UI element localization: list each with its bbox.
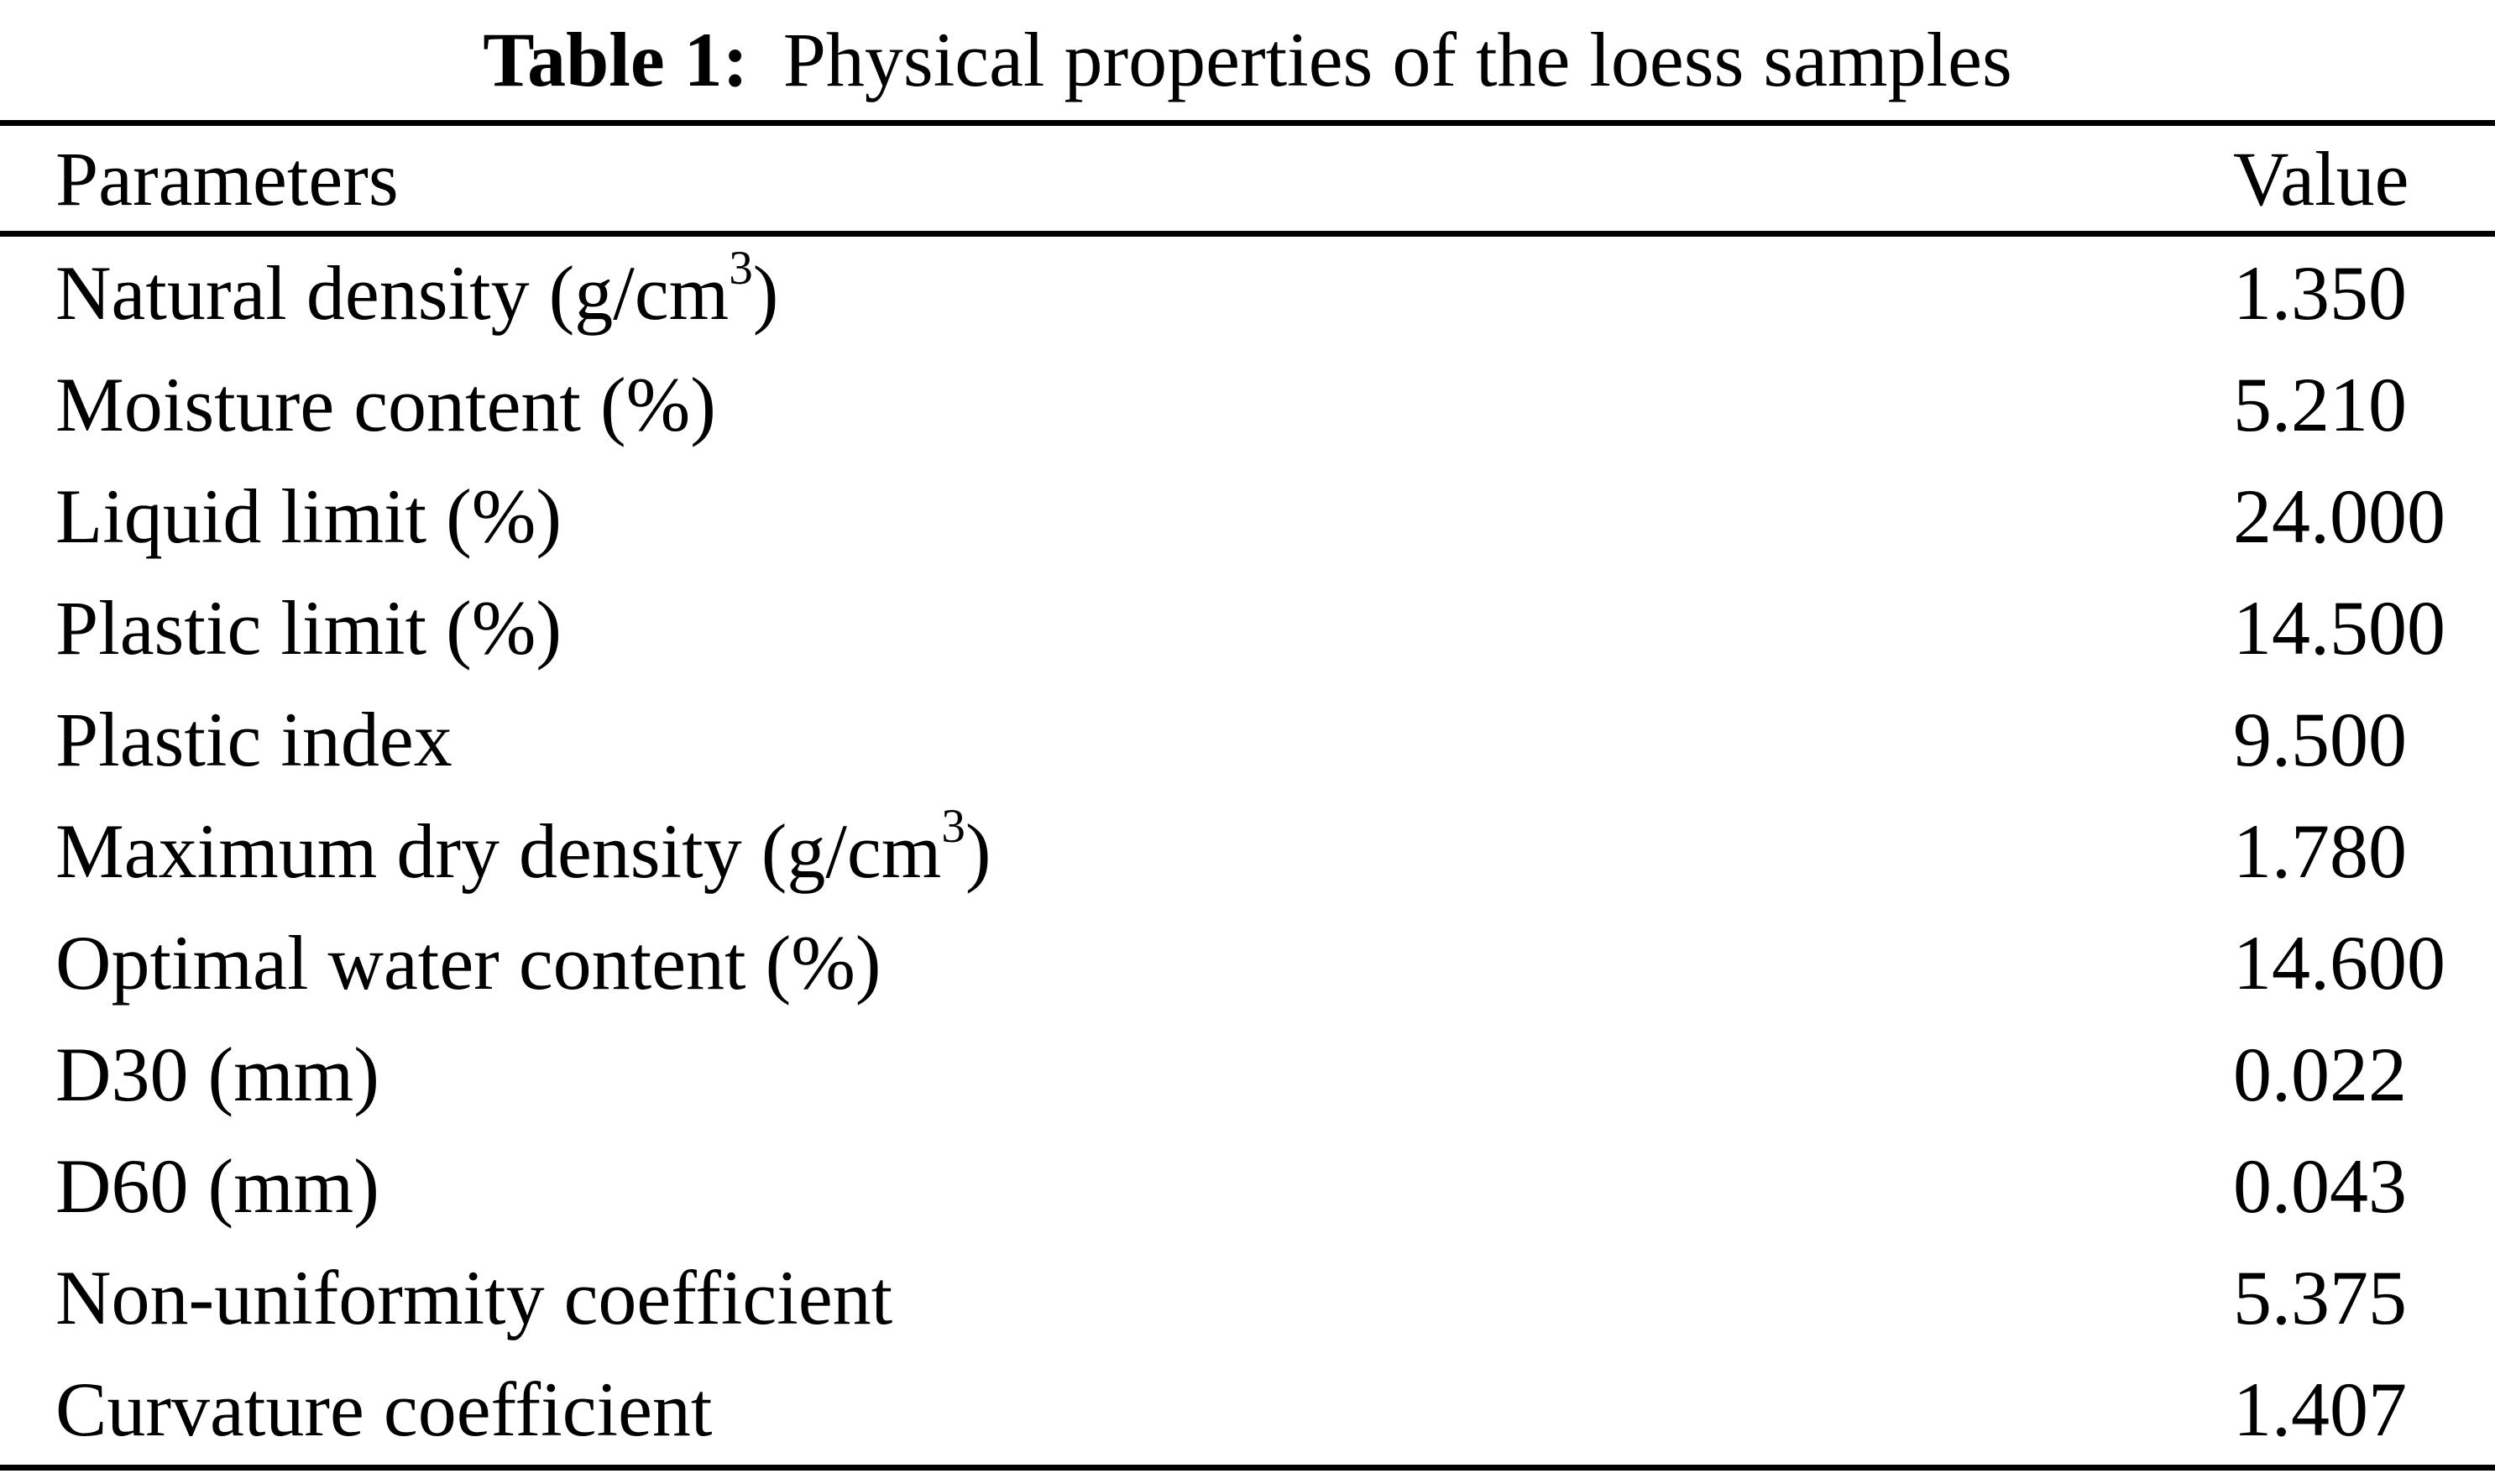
- parameter-text: Liquid limit (%): [55, 473, 562, 559]
- table-row: Plastic limit (%) 14.500: [0, 572, 2495, 683]
- value-cell: 14.600: [2233, 919, 2445, 1006]
- table-row: Curvature coefficient 1.407: [0, 1353, 2495, 1465]
- parameter-text: Plastic limit (%): [55, 584, 562, 671]
- column-header-parameters: Parameters: [55, 135, 399, 222]
- parameter-text: Moisture content (%): [55, 361, 716, 447]
- value-cell: 5.210: [2233, 361, 2407, 447]
- table-row: Maximum dry density (g/cm3) 1.780: [0, 795, 2495, 907]
- table-row: Natural density (g/cm3) 1.350: [0, 237, 2495, 348]
- parameter-cell: Maximum dry density (g/cm3): [0, 802, 2233, 896]
- table-row: Plastic index 9.500: [0, 683, 2495, 795]
- parameter-text: Maximum dry density (g/cm: [55, 807, 942, 894]
- parameter-text: Optimal water content (%): [55, 919, 881, 1006]
- table-row: Optimal water content (%) 14.600: [0, 907, 2495, 1018]
- value-cell: 0.022: [2233, 1031, 2407, 1117]
- table-row: Moisture content (%) 5.210: [0, 348, 2495, 460]
- parameter-cell: Moisture content (%): [0, 360, 2233, 449]
- table-row: Liquid limit (%) 24.000: [0, 460, 2495, 572]
- table-caption-text: Physical properties of the loess samples: [782, 17, 2012, 102]
- table-caption: Table 1: Physical properties of the loess…: [0, 0, 2495, 120]
- value-cell: 1.350: [2233, 249, 2407, 336]
- column-header-value: Value: [2233, 135, 2409, 222]
- superscript: 3: [729, 241, 753, 295]
- parameter-cell: Curvature coefficient: [0, 1365, 2233, 1454]
- parameter-cell: Natural density (g/cm3): [0, 244, 2233, 337]
- table-row: D30 (mm) 0.022: [0, 1018, 2495, 1130]
- parameter-cell: Liquid limit (%): [0, 472, 2233, 561]
- parameter-cell: D60 (mm): [0, 1142, 2233, 1231]
- parameter-cell: Plastic limit (%): [0, 583, 2233, 672]
- table-body: Natural density (g/cm3) 1.350 Moisture con…: [0, 237, 2495, 1465]
- value-cell: 1.407: [2233, 1366, 2407, 1452]
- parameter-cell: Optimal water content (%): [0, 918, 2233, 1007]
- parameter-text: ): [752, 249, 779, 336]
- table-header: Parameters Value: [0, 126, 2495, 231]
- parameter-text: D60 (mm): [55, 1142, 379, 1229]
- table-caption-label: Table 1:: [483, 17, 749, 102]
- parameter-text: Natural density (g/cm: [55, 249, 730, 336]
- table-row: D60 (mm) 0.043: [0, 1130, 2495, 1241]
- value-cell: 24.000: [2233, 473, 2445, 559]
- parameter-text: ): [965, 807, 991, 894]
- parameter-cell: D30 (mm): [0, 1030, 2233, 1119]
- top-rule: [0, 120, 2495, 126]
- table-row: Non-uniformity coefficient 5.375: [0, 1241, 2495, 1353]
- value-cell: 5.375: [2233, 1254, 2407, 1340]
- value-cell: 9.500: [2233, 696, 2407, 782]
- parameter-text: Non-uniformity coefficient: [55, 1254, 893, 1340]
- value-cell: 14.500: [2233, 584, 2445, 671]
- parameter-text: D30 (mm): [55, 1031, 379, 1117]
- value-cell: 0.043: [2233, 1142, 2407, 1229]
- value-cell: 1.780: [2233, 807, 2407, 894]
- bottom-rule: [0, 1465, 2495, 1471]
- parameter-text: Plastic index: [55, 696, 452, 782]
- parameter-cell: Plastic index: [0, 695, 2233, 784]
- parameter-text: Curvature coefficient: [55, 1366, 713, 1452]
- parameter-cell: Non-uniformity coefficient: [0, 1253, 2233, 1342]
- header-rule: [0, 231, 2495, 237]
- superscript: 3: [941, 799, 965, 853]
